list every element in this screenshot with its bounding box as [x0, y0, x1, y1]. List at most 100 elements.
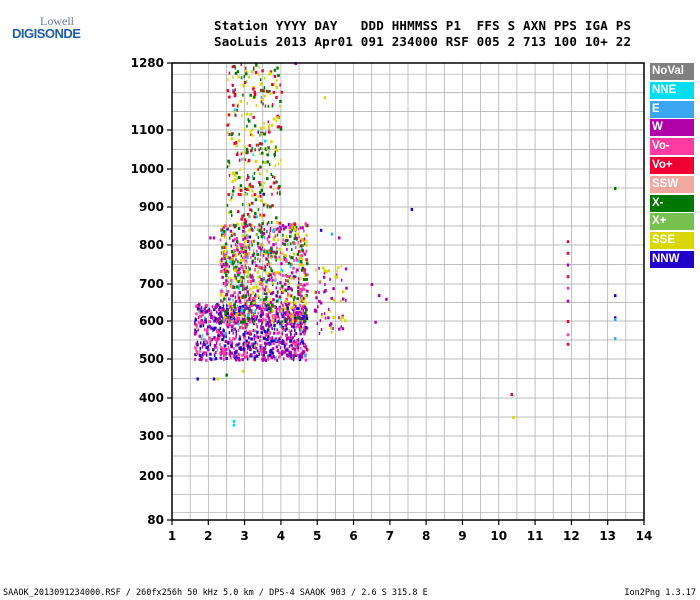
cluster-point: [249, 130, 252, 134]
cluster-point: [295, 311, 298, 315]
cluster-point: [268, 149, 270, 153]
cluster-point: [267, 288, 269, 292]
cluster-point: [302, 278, 306, 282]
cluster-point: [274, 255, 277, 259]
cluster-point: [222, 333, 226, 337]
cluster-point: [292, 295, 294, 299]
data-point: [370, 283, 374, 286]
cluster-point: [249, 273, 252, 277]
cluster-point: [329, 309, 331, 313]
cluster-point: [269, 251, 272, 255]
cluster-point: [246, 318, 248, 322]
cluster-point: [198, 308, 202, 312]
cluster-point: [268, 232, 271, 236]
cluster-point: [232, 331, 235, 335]
cluster-point: [285, 289, 287, 293]
cluster-point: [234, 337, 236, 341]
cluster-point: [273, 327, 276, 331]
cluster-point: [242, 332, 245, 336]
cluster-point: [243, 192, 246, 196]
cluster-point: [268, 130, 271, 134]
cluster-point: [208, 325, 212, 329]
cluster-point: [262, 265, 265, 269]
cluster-point: [288, 345, 291, 349]
cluster-point: [228, 163, 231, 167]
cluster-point: [254, 211, 257, 215]
cluster-point: [200, 358, 203, 362]
cluster-point: [247, 158, 251, 162]
cluster-point: [254, 256, 256, 260]
cluster-point: [271, 104, 274, 108]
cluster-point: [301, 349, 304, 353]
cluster-point: [300, 276, 302, 280]
cluster-point: [264, 344, 267, 348]
cluster-point: [295, 226, 298, 230]
cluster-point: [305, 258, 308, 262]
cluster-point: [224, 284, 227, 288]
cluster-point: [245, 325, 249, 329]
cluster-point: [224, 318, 227, 322]
cluster-point: [283, 343, 287, 347]
cluster-point: [239, 99, 243, 103]
cluster-point: [266, 230, 268, 234]
cluster-point: [235, 330, 237, 334]
cluster-point: [219, 351, 222, 355]
cluster-point: [220, 228, 222, 232]
cluster-point: [207, 345, 210, 349]
cluster-point: [210, 316, 213, 320]
cluster-point: [341, 290, 345, 294]
cluster-point: [225, 351, 228, 355]
cluster-point: [303, 303, 305, 307]
cluster-point: [280, 312, 283, 316]
cluster-point: [231, 180, 234, 184]
cluster-point: [249, 132, 252, 136]
cluster-point: [218, 337, 221, 341]
cluster-point: [295, 236, 298, 240]
cluster-point: [229, 323, 231, 327]
cluster-point: [217, 334, 220, 338]
cluster-point: [271, 175, 274, 179]
cluster-point: [248, 144, 251, 148]
cluster-point: [222, 307, 225, 311]
cluster-point: [271, 220, 273, 224]
cluster-point: [297, 292, 300, 296]
cluster-point: [197, 320, 200, 324]
cluster-point: [272, 342, 275, 346]
data-point: [566, 320, 570, 323]
cluster-point: [220, 257, 223, 261]
cluster-point: [242, 229, 245, 233]
cluster-point: [259, 183, 262, 187]
cluster-point: [230, 234, 233, 238]
data-point: [216, 377, 219, 381]
cluster-point: [240, 63, 243, 67]
cluster-point: [235, 113, 237, 117]
cluster-point: [295, 301, 297, 305]
cluster-point: [286, 322, 289, 326]
cluster-point: [255, 249, 258, 253]
cluster-point: [222, 225, 225, 229]
cluster-point: [266, 278, 269, 282]
cluster-point: [241, 222, 243, 226]
cluster-point: [267, 354, 269, 358]
cluster-point: [259, 259, 261, 263]
cluster-point: [245, 112, 249, 116]
cluster-point: [281, 341, 284, 345]
cluster-point: [261, 322, 263, 326]
cluster-point: [296, 297, 299, 301]
cluster-point: [268, 273, 271, 277]
cluster-point: [276, 116, 280, 120]
cluster-point: [231, 65, 235, 69]
cluster-point: [250, 308, 253, 312]
cluster-point: [247, 336, 250, 340]
cluster-point: [246, 235, 248, 239]
cluster-point: [228, 297, 230, 301]
cluster-point: [227, 113, 231, 117]
cluster-point: [203, 342, 206, 346]
cluster-point: [279, 352, 282, 356]
cluster-point: [275, 180, 278, 184]
cluster-point: [194, 332, 197, 336]
cluster-point: [341, 314, 344, 318]
cluster-point: [267, 357, 270, 361]
cluster-point: [220, 292, 222, 296]
